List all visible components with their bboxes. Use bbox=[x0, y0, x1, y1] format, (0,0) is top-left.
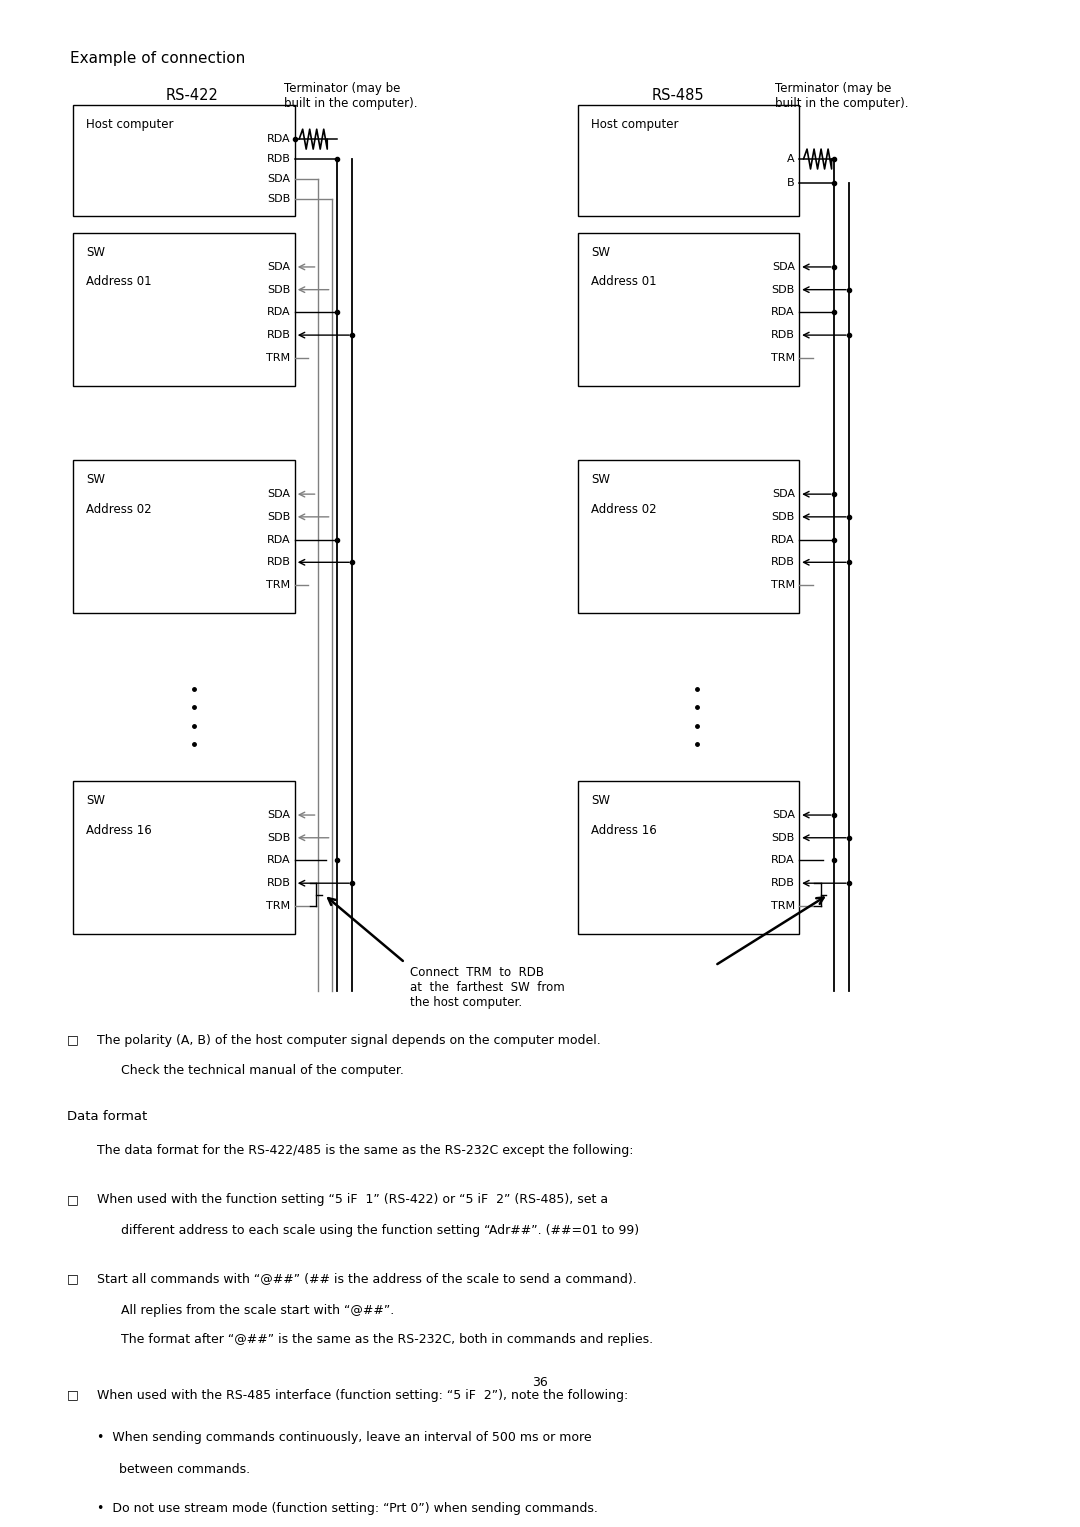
Text: The data format for the RS-422/485 is the same as the RS-232C except the followi: The data format for the RS-422/485 is th… bbox=[97, 1144, 634, 1157]
Text: SW: SW bbox=[591, 246, 610, 258]
Text: Address 01: Address 01 bbox=[591, 275, 657, 289]
Text: SDA: SDA bbox=[268, 174, 291, 183]
Text: RDB: RDB bbox=[267, 557, 291, 568]
Text: •  Do not use stream mode (function setting: “Prt 0”) when sending commands.: • Do not use stream mode (function setti… bbox=[97, 1503, 598, 1515]
Text: TRM: TRM bbox=[267, 901, 291, 912]
Text: RDA: RDA bbox=[267, 855, 291, 866]
Text: Check the technical manual of the computer.: Check the technical manual of the comput… bbox=[121, 1063, 404, 1077]
Bar bbox=[578, 460, 799, 614]
Text: SDA: SDA bbox=[772, 489, 795, 499]
Text: SDB: SDB bbox=[267, 284, 291, 295]
Text: Address 01: Address 01 bbox=[86, 275, 152, 289]
Text: B: B bbox=[787, 179, 795, 188]
Text: SDB: SDB bbox=[267, 832, 291, 843]
Text: SW: SW bbox=[591, 473, 610, 486]
Text: SW: SW bbox=[86, 473, 106, 486]
Text: Address 02: Address 02 bbox=[86, 502, 152, 516]
Text: RDB: RDB bbox=[267, 330, 291, 341]
Text: between commands.: between commands. bbox=[119, 1463, 249, 1475]
Text: RDA: RDA bbox=[267, 307, 291, 318]
Text: SDB: SDB bbox=[267, 194, 291, 203]
Text: All replies from the scale start with “@##”.: All replies from the scale start with “@… bbox=[121, 1304, 394, 1316]
Text: RDA: RDA bbox=[267, 534, 291, 545]
Text: SDA: SDA bbox=[268, 809, 291, 820]
Text: □: □ bbox=[67, 1388, 79, 1402]
Text: The polarity (A, B) of the host computer signal depends on the computer model.: The polarity (A, B) of the host computer… bbox=[97, 1034, 600, 1046]
Text: RS-485: RS-485 bbox=[652, 89, 704, 102]
Text: SW: SW bbox=[86, 246, 106, 258]
Text: □: □ bbox=[67, 1272, 79, 1286]
Text: Terminator (may be
built in the computer).: Terminator (may be built in the computer… bbox=[775, 82, 909, 110]
Text: RDA: RDA bbox=[267, 134, 291, 144]
Text: Start all commands with “@##” (## is the address of the scale to send a command): Start all commands with “@##” (## is the… bbox=[97, 1272, 637, 1286]
Text: Address 16: Address 16 bbox=[591, 823, 657, 837]
Text: 36: 36 bbox=[532, 1376, 548, 1388]
Bar bbox=[578, 780, 799, 935]
Text: SDA: SDA bbox=[772, 263, 795, 272]
Text: TRM: TRM bbox=[771, 353, 795, 363]
Text: TRM: TRM bbox=[267, 353, 291, 363]
Text: SDA: SDA bbox=[268, 489, 291, 499]
Text: A: A bbox=[787, 154, 795, 163]
Bar bbox=[73, 460, 295, 614]
Text: Address 02: Address 02 bbox=[591, 502, 657, 516]
Text: SW: SW bbox=[86, 794, 106, 806]
Text: RDB: RDB bbox=[267, 154, 291, 163]
Text: RDA: RDA bbox=[771, 307, 795, 318]
Text: Data format: Data format bbox=[67, 1110, 147, 1124]
Text: When used with the function setting “5 iF  1” (RS-422) or “5 iF  2” (RS-485), se: When used with the function setting “5 i… bbox=[97, 1193, 608, 1206]
Text: Host computer: Host computer bbox=[86, 118, 174, 131]
Text: When used with the RS-485 interface (function setting: “5 iF  2”), note the foll: When used with the RS-485 interface (fun… bbox=[97, 1388, 629, 1402]
Bar bbox=[578, 105, 799, 215]
Text: Connect  TRM  to  RDB
at  the  farthest  SW  from
the host computer.: Connect TRM to RDB at the farthest SW fr… bbox=[410, 965, 565, 1008]
Text: RDA: RDA bbox=[771, 534, 795, 545]
Text: RDB: RDB bbox=[267, 878, 291, 889]
Text: The format after “@##” is the same as the RS-232C, both in commands and replies.: The format after “@##” is the same as th… bbox=[121, 1333, 653, 1347]
Text: □: □ bbox=[67, 1034, 79, 1046]
Bar bbox=[73, 234, 295, 386]
Text: different address to each scale using the function setting “Adr##”. (##=01 to 99: different address to each scale using th… bbox=[121, 1225, 639, 1237]
Text: RDB: RDB bbox=[771, 557, 795, 568]
Text: TRM: TRM bbox=[771, 901, 795, 912]
Bar bbox=[578, 234, 799, 386]
Text: Example of connection: Example of connection bbox=[70, 50, 245, 66]
Text: SDB: SDB bbox=[771, 284, 795, 295]
Text: •  When sending commands continuously, leave an interval of 500 ms or more: • When sending commands continuously, le… bbox=[97, 1431, 592, 1445]
Text: TRM: TRM bbox=[771, 580, 795, 589]
Text: SDB: SDB bbox=[771, 832, 795, 843]
Text: RDA: RDA bbox=[771, 855, 795, 866]
Text: RS-422: RS-422 bbox=[166, 89, 218, 102]
Text: SDA: SDA bbox=[268, 263, 291, 272]
Text: TRM: TRM bbox=[267, 580, 291, 589]
Text: SDB: SDB bbox=[267, 512, 291, 522]
Text: □: □ bbox=[67, 1193, 79, 1206]
Text: RDB: RDB bbox=[771, 878, 795, 889]
Text: Address 16: Address 16 bbox=[86, 823, 152, 837]
Text: Terminator (may be
built in the computer).: Terminator (may be built in the computer… bbox=[284, 82, 418, 110]
Text: RDB: RDB bbox=[771, 330, 795, 341]
Text: Host computer: Host computer bbox=[591, 118, 678, 131]
Bar bbox=[73, 105, 295, 215]
Bar bbox=[73, 780, 295, 935]
Text: SDB: SDB bbox=[771, 512, 795, 522]
Text: SW: SW bbox=[591, 794, 610, 806]
Text: SDA: SDA bbox=[772, 809, 795, 820]
